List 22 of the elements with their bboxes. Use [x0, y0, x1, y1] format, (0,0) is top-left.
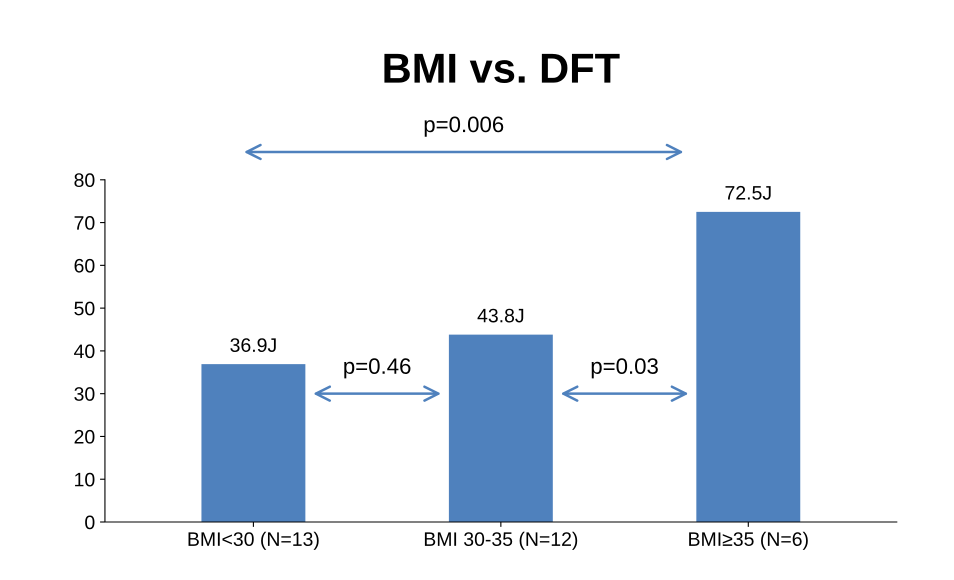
y-tick-label: 0 — [85, 515, 94, 530]
data-label: 72.5J — [726, 186, 771, 200]
y-tick-label: 80 — [74, 173, 94, 188]
y-tick-label: 70 — [74, 216, 94, 230]
bar — [201, 364, 306, 522]
annotation: p=0.03 — [592, 358, 658, 378]
y-tick-label: 50 — [74, 302, 94, 316]
chart-title: BMI vs. DFT — [384, 54, 620, 83]
data-label: 43.8J — [478, 308, 524, 322]
y-tick-label: 60 — [74, 258, 94, 273]
y-tick-label: 40 — [74, 344, 94, 358]
text: p=0.006 — [424, 116, 504, 137]
data-label: 36.9J — [230, 338, 276, 352]
y-tick-label: 30 — [74, 387, 94, 401]
x-tick-label: BMI 30-35 (N=12) — [424, 532, 578, 550]
bar — [448, 334, 553, 522]
y-tick-label: 20 — [74, 430, 94, 444]
y-tick-label: 10 — [75, 472, 94, 486]
annotation: p=0.46 — [344, 358, 410, 378]
x-tick-label: BMI<30 (N=13) — [188, 532, 319, 550]
x-tick-label: BMI≥35 (N=6) — [689, 532, 808, 550]
bar — [696, 212, 800, 522]
